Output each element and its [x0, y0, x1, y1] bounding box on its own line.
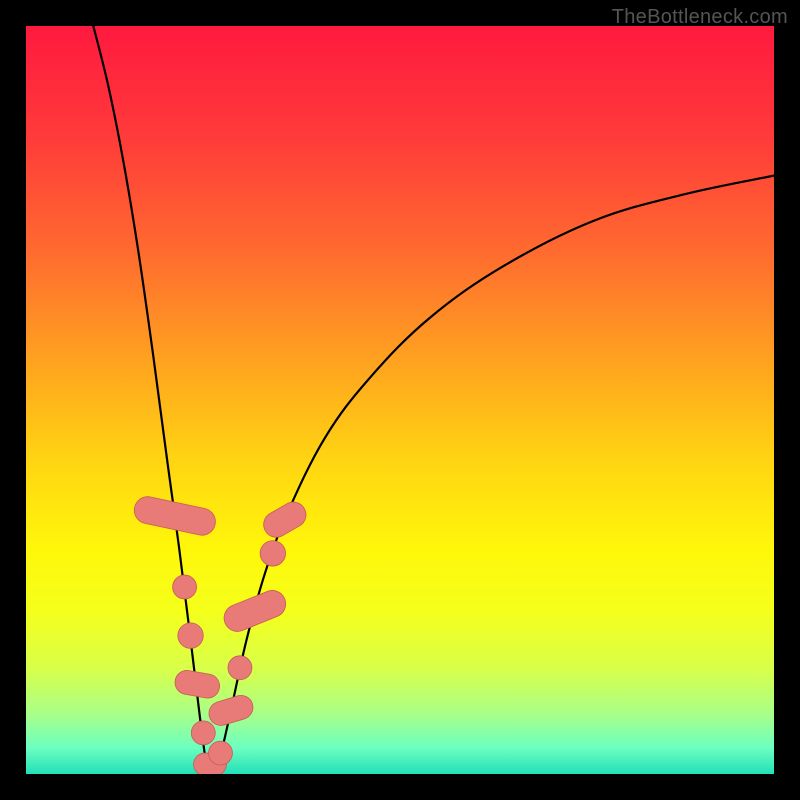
- chart-frame: TheBottleneck.com: [0, 0, 800, 800]
- curve-marker: [228, 656, 252, 680]
- watermark-text: TheBottleneck.com: [612, 6, 788, 29]
- curve-marker: [178, 623, 203, 648]
- bottleneck-chart: [0, 0, 800, 800]
- chart-background-gradient: [26, 26, 774, 774]
- curve-marker: [191, 721, 215, 745]
- curve-marker: [209, 741, 233, 765]
- curve-marker: [260, 541, 285, 566]
- curve-marker: [173, 575, 197, 599]
